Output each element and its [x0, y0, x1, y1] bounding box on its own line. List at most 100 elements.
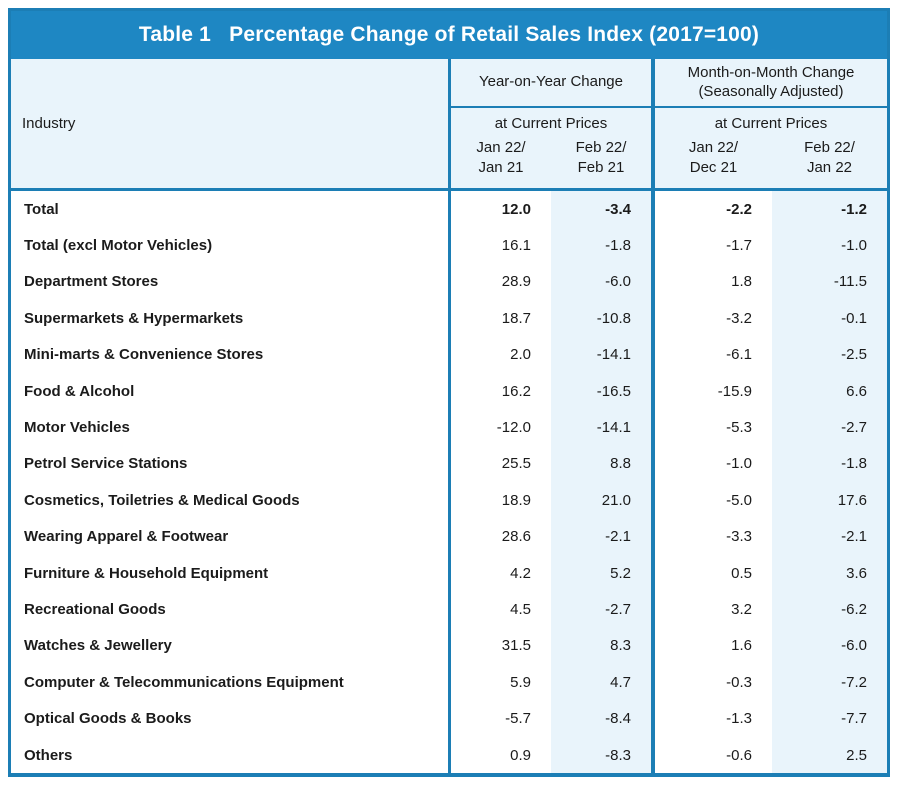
value-cell-mom-jan: -3.3	[651, 518, 772, 555]
industry-column-header: Industry	[22, 115, 76, 132]
value-cell-yoy-jan: 28.6	[448, 518, 551, 555]
value-cell-mom-feb: -1.2	[772, 191, 887, 228]
industry-cell: Cosmetics, Toiletries & Medical Goods	[24, 491, 300, 509]
value-cell-mom-jan: -1.7	[651, 227, 772, 264]
value-cell-yoy-feb: -3.4	[551, 191, 651, 228]
value-cell-mom-feb: 2.5	[772, 736, 887, 774]
value-cell-yoy-jan: 5.9	[448, 664, 551, 701]
value-cell-yoy-jan: -5.7	[448, 700, 551, 737]
value-cell-yoy-jan: 31.5	[448, 627, 551, 665]
industry-cell: Wearing Apparel & Footwear	[24, 528, 229, 546]
table-row: Computer & Telecommunications Equipment …	[11, 664, 887, 701]
value-cell-yoy-jan: 0.9	[448, 736, 551, 774]
industry-cell: Motor Vehicles	[24, 419, 130, 437]
industry-cell: Recreational Goods	[24, 600, 166, 618]
value-cell-mom-feb: -6.0	[772, 627, 887, 665]
value-cell-mom-feb: -0.1	[772, 300, 887, 337]
value-cell-yoy-feb: 8.3	[551, 627, 651, 665]
table-row: Total 12.0 -3.4 -2.2 -1.2	[11, 191, 887, 228]
value-cell-mom-feb: 3.6	[772, 554, 887, 592]
table-body: Total 12.0 -3.4 -2.2 -1.2 Total (excl Mo…	[11, 191, 887, 774]
value-cell-yoy-feb: 5.2	[551, 554, 651, 592]
industry-cell: Computer & Telecommunications Equipment	[24, 673, 344, 691]
period-header-feb22-feb21: Feb 22/ Feb 21	[575, 138, 627, 176]
value-cell-yoy-jan: 16.1	[448, 227, 551, 264]
periods-year-on-year: Jan 22/ Jan 21 Feb 22/ Feb 21	[451, 132, 651, 188]
table-row: Mini-marts & Convenience Stores 2.0 -14.…	[11, 336, 887, 373]
industry-cell: Others	[24, 746, 73, 764]
value-cell-yoy-feb: -16.5	[551, 372, 651, 410]
industry-cell: Food & Alcohol	[24, 382, 135, 400]
value-cell-mom-jan: 1.8	[651, 263, 772, 301]
group-sub-year-on-year: at Current Prices Jan 22/ Jan 21 Feb 22/…	[451, 108, 651, 188]
value-cell-mom-feb: -7.7	[772, 700, 887, 737]
group-year-on-year: Year-on-Year Change at Current Prices Ja…	[448, 59, 651, 188]
value-cell-mom-jan: -1.0	[651, 445, 772, 483]
value-cell-mom-feb: -2.1	[772, 518, 887, 555]
value-cell-mom-jan: -3.2	[651, 300, 772, 337]
value-cell-mom-jan: 3.2	[651, 591, 772, 628]
table-row: Petrol Service Stations 25.5 8.8 -1.0 -1…	[11, 445, 887, 483]
table-row: Supermarkets & Hypermarkets 18.7 -10.8 -…	[11, 300, 887, 337]
subtitle-month-on-month: at Current Prices	[714, 115, 828, 132]
period-header-jan22-dec21: Jan 22/ Dec 21	[688, 138, 739, 176]
table-row: Department Stores 28.9 -6.0 1.8 -11.5	[11, 263, 887, 301]
value-cell-mom-feb: -11.5	[772, 263, 887, 301]
industry-cell: Total	[24, 200, 59, 218]
value-cell-yoy-jan: 18.9	[448, 482, 551, 519]
value-cell-mom-jan: -5.3	[651, 409, 772, 446]
value-cell-mom-feb: -6.2	[772, 591, 887, 628]
period-header-feb22-jan22: Feb 22/ Jan 22	[804, 138, 855, 176]
value-cell-yoy-jan: 4.5	[448, 591, 551, 628]
value-cell-mom-jan: -5.0	[651, 482, 772, 519]
industry-cell: Total (excl Motor Vehicles)	[24, 237, 213, 255]
value-cell-yoy-jan: 12.0	[448, 191, 551, 228]
value-cell-mom-jan: 1.6	[651, 627, 772, 665]
table-title: Table 1 Percentage Change of Retail Sale…	[11, 11, 887, 59]
value-cell-yoy-feb: -6.0	[551, 263, 651, 301]
group-title-month-on-month: Month-on-Month Change (Seasonally Adjust…	[655, 59, 887, 108]
value-cell-mom-feb: -2.7	[772, 409, 887, 446]
value-cell-yoy-feb: -10.8	[551, 300, 651, 337]
value-cell-mom-jan: -15.9	[651, 372, 772, 410]
value-cell-yoy-feb: -14.1	[551, 336, 651, 373]
retail-sales-table: Table 1 Percentage Change of Retail Sale…	[8, 8, 890, 778]
value-cell-yoy-feb: 8.8	[551, 445, 651, 483]
value-cell-mom-feb: -1.0	[772, 227, 887, 264]
group-sub-month-on-month: at Current Prices Jan 22/ Dec 21 Feb 22/…	[655, 108, 887, 188]
value-cell-yoy-jan: 18.7	[448, 300, 551, 337]
value-cell-yoy-feb: -2.7	[551, 591, 651, 628]
table-row: Food & Alcohol 16.2 -16.5 -15.9 6.6	[11, 372, 887, 410]
industry-cell: Petrol Service Stations	[24, 455, 188, 473]
table-row: Cosmetics, Toiletries & Medical Goods 18…	[11, 482, 887, 519]
value-cell-mom-jan: -2.2	[651, 191, 772, 228]
table-row: Optical Goods & Books -5.7 -8.4 -1.3 -7.…	[11, 700, 887, 737]
table-row: Others 0.9 -8.3 -0.6 2.5	[11, 736, 887, 774]
table-row: Watches & Jewellery 31.5 8.3 1.6 -6.0	[11, 627, 887, 665]
industry-cell: Supermarkets & Hypermarkets	[24, 309, 244, 327]
industry-cell: Mini-marts & Convenience Stores	[24, 346, 264, 364]
group-month-on-month: Month-on-Month Change (Seasonally Adjust…	[651, 59, 887, 188]
value-cell-mom-jan: -1.3	[651, 700, 772, 737]
value-cell-mom-jan: -6.1	[651, 336, 772, 373]
value-cell-mom-feb: -7.2	[772, 664, 887, 701]
value-cell-mom-jan: -0.3	[651, 664, 772, 701]
value-cell-mom-feb: -1.8	[772, 445, 887, 483]
industry-cell: Department Stores	[24, 273, 159, 291]
table-row: Motor Vehicles -12.0 -14.1 -5.3 -2.7	[11, 409, 887, 446]
value-cell-mom-feb: 17.6	[772, 482, 887, 519]
table-row: Total (excl Motor Vehicles) 16.1 -1.8 -1…	[11, 227, 887, 264]
value-cell-mom-feb: -2.5	[772, 336, 887, 373]
value-cell-yoy-jan: 25.5	[448, 445, 551, 483]
value-cell-yoy-feb: -1.8	[551, 227, 651, 264]
table-row: Recreational Goods 4.5 -2.7 3.2 -6.2	[11, 591, 887, 628]
value-cell-yoy-jan: -12.0	[448, 409, 551, 446]
group-title-year-on-year: Year-on-Year Change	[451, 59, 651, 108]
value-cell-yoy-feb: 4.7	[551, 664, 651, 701]
value-cell-mom-jan: 0.5	[651, 554, 772, 592]
value-cell-yoy-feb: 21.0	[551, 482, 651, 519]
value-cell-yoy-feb: -2.1	[551, 518, 651, 555]
value-cell-yoy-jan: 2.0	[448, 336, 551, 373]
industry-cell: Watches & Jewellery	[24, 637, 172, 655]
value-cell-yoy-feb: -8.4	[551, 700, 651, 737]
